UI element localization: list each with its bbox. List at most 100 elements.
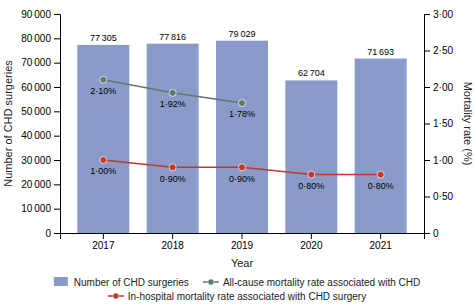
legend-swatch — [54, 277, 68, 286]
marker — [377, 171, 384, 178]
y2-axis-title: Mortality rate (%) — [462, 82, 474, 166]
legend-item: Number of CHD surgeries — [54, 277, 189, 288]
tick-label: 20 000 — [21, 179, 51, 190]
tick-label: 10 000 — [21, 203, 51, 214]
tick-label: 0 — [45, 228, 51, 239]
axis-line — [54, 15, 61, 234]
tick: 80 000 — [21, 33, 60, 44]
tick-label: 0·50 — [433, 191, 453, 202]
legend-marker — [208, 279, 214, 285]
tick-mark — [242, 233, 243, 239]
x-axis: 2017 2018 2019 2020 2021 — [61, 233, 425, 251]
tick-mark — [424, 124, 430, 125]
tick: 40 000 — [21, 130, 60, 141]
tick: 2019 — [231, 233, 254, 251]
bar — [285, 80, 337, 233]
tick-label: 2017 — [92, 240, 115, 251]
tick: 60 000 — [21, 82, 60, 93]
tick: 2021 — [370, 233, 393, 251]
data-labels: 77 305 77 816 79 029 62 704 71 693 2·10% 1·92%… — [90, 29, 394, 191]
tick-mark — [54, 136, 60, 137]
plot: 77 305 77 816 79 029 62 704 71 693 2·10% 1·92%… — [2, 9, 474, 269]
tick-mark — [103, 233, 104, 239]
marker — [169, 164, 176, 171]
y2-axis: 0 0·50 1·00 1·50 2·00 2·50 3·00 — [424, 9, 453, 239]
tick-mark — [54, 14, 60, 15]
tick-label: 70 000 — [21, 57, 51, 68]
bar — [147, 44, 199, 233]
tick: 90 000 — [21, 9, 60, 20]
tick: 1·00 — [424, 155, 453, 166]
tick-mark — [54, 184, 60, 185]
tick-label: 2021 — [370, 240, 393, 251]
tick-label: 2·50 — [433, 45, 453, 56]
tick: 0 — [45, 228, 60, 239]
tick-label: 2018 — [162, 240, 185, 251]
marker — [239, 164, 246, 171]
tick: 20 000 — [21, 179, 60, 190]
bar — [216, 41, 268, 233]
legend-label: Number of CHD surgeries — [74, 277, 189, 288]
tick: 70 000 — [21, 57, 60, 68]
tick-label: 3·00 — [433, 9, 453, 20]
tick-label: 1·50 — [433, 118, 453, 129]
tick-mark — [380, 233, 381, 239]
tick: 3·00 — [424, 9, 453, 20]
line — [103, 160, 380, 175]
tick-mark — [424, 51, 430, 52]
legend-item: In-hospital mortality rate associated wi… — [108, 291, 366, 302]
tick-mark — [424, 160, 430, 161]
tick: 2·50 — [424, 45, 453, 56]
tick-mark — [54, 209, 60, 210]
data-label: 77 305 — [90, 33, 117, 43]
marker — [169, 89, 176, 96]
tick-mark — [311, 233, 312, 239]
data-label: 1·92% — [160, 99, 186, 109]
data-label: 0·80% — [298, 181, 324, 191]
tick-label: 2·00 — [433, 82, 453, 93]
axis-line — [425, 15, 431, 234]
data-label: 1·78% — [229, 109, 255, 119]
tick: 0 — [424, 228, 439, 239]
data-label: 0·90% — [160, 174, 186, 184]
marker — [308, 171, 315, 178]
tick-label: 80 000 — [21, 33, 51, 44]
y-axis-title: Number of CHD surgeries — [2, 60, 14, 187]
data-label: 71 693 — [367, 47, 394, 57]
tick: 1·50 — [424, 118, 453, 129]
data-label: 79 029 — [229, 29, 256, 39]
tick-mark — [54, 63, 60, 64]
axis-line — [61, 234, 425, 240]
tick-label: 50 000 — [21, 106, 51, 117]
legend-label: In-hospital mortality rate associated wi… — [128, 291, 366, 302]
tick-mark — [424, 87, 430, 88]
data-label: 0·80% — [368, 181, 394, 191]
tick: 0·50 — [424, 191, 453, 202]
tick: 2018 — [162, 233, 185, 251]
tick-mark — [172, 233, 173, 239]
tick-mark — [54, 233, 60, 234]
legend-item: All-cause mortality rate associated with… — [203, 277, 420, 288]
tick-label: 1·00 — [433, 155, 453, 166]
data-label: 62 704 — [298, 68, 325, 78]
tick-mark — [54, 160, 60, 161]
tick-mark — [424, 197, 430, 198]
marker — [100, 157, 107, 164]
data-label: 77 816 — [159, 32, 186, 42]
y-axis: 0 10 000 20 000 30 000 40 000 50 000 60 000 70 … — [21, 9, 60, 239]
tick-mark — [424, 14, 430, 15]
data-label: 2·10% — [90, 86, 116, 96]
marker — [100, 76, 107, 83]
tick-mark — [54, 38, 60, 39]
tick-label: 30 000 — [21, 155, 51, 166]
tick: 2020 — [300, 233, 323, 251]
tick: 50 000 — [21, 106, 60, 117]
marks — [77, 41, 406, 233]
tick-mark — [424, 233, 430, 234]
tick: 30 000 — [21, 155, 60, 166]
legend-label: All-cause mortality rate associated with… — [223, 277, 420, 288]
tick-label: 90 000 — [21, 9, 51, 20]
tick-label: 0 — [433, 228, 439, 239]
tick-label: 60 000 — [21, 82, 51, 93]
chart: Number of CHD surgeries All-cause mortali… — [0, 0, 474, 307]
